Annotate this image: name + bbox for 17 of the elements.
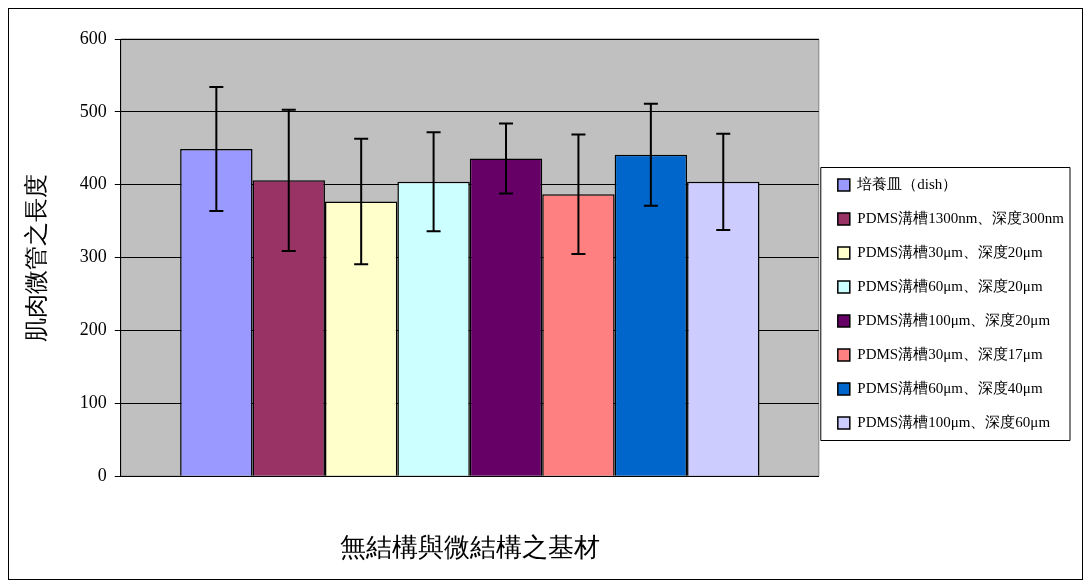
y-tick-label: 200 — [79, 319, 107, 340]
legend-label: PDMS溝槽60μm、深度20μm — [857, 277, 1043, 294]
y-tick-label: 300 — [79, 246, 107, 267]
y-tick-label: 500 — [79, 100, 107, 121]
legend-label: PDMS溝槽1300nm、深度300nm — [857, 209, 1065, 226]
legend-label: PDMS溝槽60μm、深度40μm — [857, 379, 1043, 396]
legend-label: PDMS溝槽100μm、深度60μm — [857, 413, 1051, 430]
legend-label: PDMS溝槽100μm、深度20μm — [857, 311, 1051, 328]
legend-label: PDMS溝槽30μm、深度17μm — [857, 345, 1043, 362]
y-tick-label: 100 — [79, 392, 107, 413]
x-axis-title: 無結構與微結構之基材 — [339, 533, 600, 563]
y-tick-label: 0 — [97, 464, 107, 485]
y-tick-label: 600 — [79, 27, 107, 48]
legend-label: 培養皿（dish） — [856, 175, 958, 192]
y-tick-label: 400 — [79, 173, 107, 194]
y-axis-title: 肌肉微管之長度 — [22, 173, 49, 342]
legend-label: PDMS溝槽30μm、深度20μm — [857, 243, 1043, 260]
